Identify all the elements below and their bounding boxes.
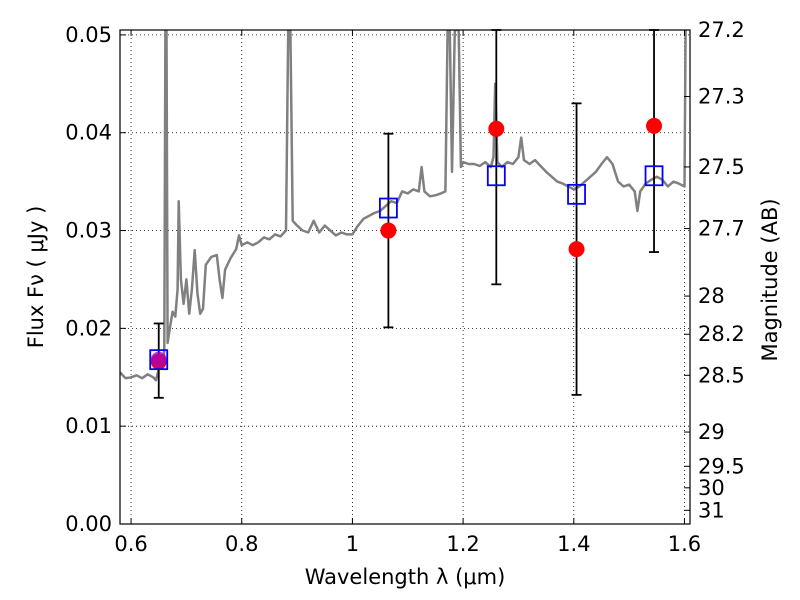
y-tick-label: 0.03: [65, 219, 112, 243]
x-tick-label: 1.6: [668, 532, 701, 556]
y-tick-label: 0.00: [65, 512, 112, 536]
observed-point: [646, 117, 663, 134]
x-tick-label: 0.8: [225, 532, 258, 556]
observed-point: [488, 120, 505, 137]
x-tick-label: 1.4: [557, 532, 590, 556]
plot-frame: [119, 29, 691, 525]
y2-tick-label: 30: [698, 476, 725, 500]
errorbar-layer: [153, 29, 660, 399]
x-tick-label: 1: [346, 532, 359, 556]
y2-tick-label: 27.5: [698, 155, 745, 179]
marker-layer: [149, 117, 664, 371]
y2-tick-label: 29.5: [698, 454, 745, 478]
y-axis-title: Flux Fν ( μJy ): [24, 206, 48, 349]
observed-point: [380, 222, 397, 239]
y-tick-label: 0.01: [65, 414, 112, 438]
y2-tick-label: 29: [698, 420, 725, 444]
y-tick-label: 0.04: [65, 121, 112, 145]
observed-point: [568, 241, 585, 258]
x-tick-label: 0.6: [114, 532, 147, 556]
overlap-point: [150, 351, 167, 368]
y2-tick-label: 27.3: [698, 85, 745, 109]
y2-tick-label: 31: [698, 498, 725, 522]
y2-tick-label: 27.2: [698, 18, 745, 42]
tick-layer: 0.6 0.8 1 1.2 1.4 1.6 0.00 0.01 0.02 0.03 0.04 0.05…: [65, 18, 745, 556]
y-tick-label: 0.05: [65, 23, 112, 47]
model-square: [378, 197, 398, 219]
model-square: [644, 165, 664, 187]
x-tick-label: 1.2: [446, 532, 479, 556]
y2-axis-title: Magnitude (AB): [758, 198, 782, 361]
spectrum-line: [120, 30, 687, 382]
y2-tick-label: 28.5: [698, 363, 745, 387]
y2-tick-label: 28: [698, 284, 725, 308]
y2-tick-label: 27.7: [698, 217, 745, 241]
model-square: [486, 165, 506, 187]
x-axis-title: Wavelength λ (μm): [305, 565, 506, 589]
model-square: [149, 349, 169, 371]
model-square: [567, 183, 586, 205]
spectrum-layer: [120, 30, 687, 382]
y-tick-label: 0.02: [65, 316, 112, 340]
y2-tick-label: 28.2: [698, 322, 745, 346]
